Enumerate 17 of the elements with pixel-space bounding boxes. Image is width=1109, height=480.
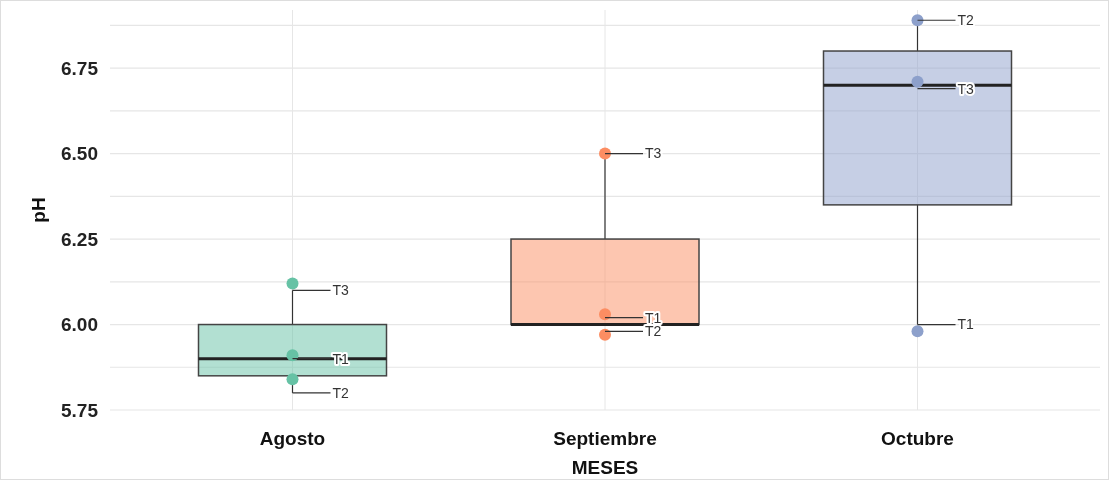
x-tick-label: Octubre <box>881 428 954 449</box>
annotation: T2 <box>957 12 975 29</box>
annotation: T2 <box>645 323 662 340</box>
annotation: T3 <box>645 145 662 162</box>
text: 6.50 <box>61 143 98 165</box>
annotation: T2 <box>332 384 350 401</box>
x-tick-label: Agosto <box>259 428 326 449</box>
x-axis-title: MESES <box>571 457 639 478</box>
y-axis-title: pH <box>28 197 49 223</box>
y-tick-label: 6.25 <box>61 228 99 250</box>
annotation: T1 <box>645 309 662 326</box>
y-tick-label: 5.75 <box>61 399 99 421</box>
text: 6.00 <box>61 314 98 336</box>
x-tick-label: Septiembre <box>553 428 657 449</box>
y-tick-label: 6.75 <box>61 57 99 79</box>
annotation: T1 <box>957 316 975 333</box>
annotation: T3 <box>332 282 350 299</box>
